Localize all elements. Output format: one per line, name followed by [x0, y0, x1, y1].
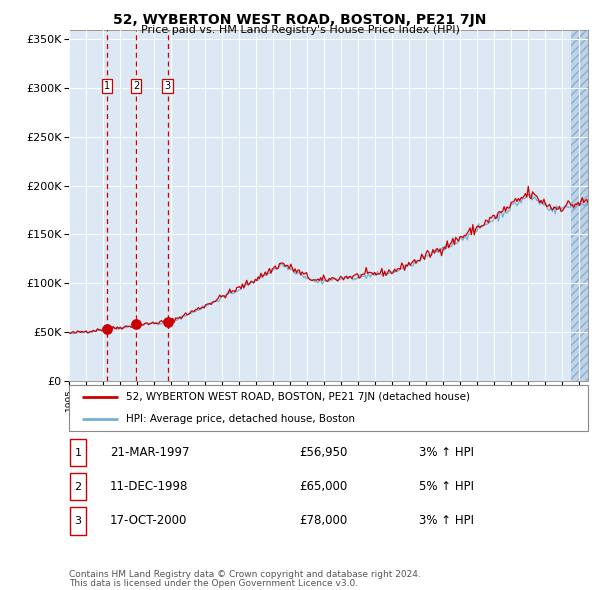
Bar [571, 30, 588, 381]
Text: 1: 1 [104, 81, 110, 91]
Text: £78,000: £78,000 [299, 514, 347, 527]
Text: 3% ↑ HPI: 3% ↑ HPI [419, 514, 473, 527]
Text: HPI: Average price, detached house, Boston: HPI: Average price, detached house, Bost… [126, 414, 355, 424]
Text: 52, WYBERTON WEST ROAD, BOSTON, PE21 7JN (detached house): 52, WYBERTON WEST ROAD, BOSTON, PE21 7JN… [126, 392, 470, 402]
Text: This data is licensed under the Open Government Licence v3.0.: This data is licensed under the Open Gov… [69, 579, 358, 588]
Text: Contains HM Land Registry data © Crown copyright and database right 2024.: Contains HM Land Registry data © Crown c… [69, 571, 421, 579]
Bar [70, 473, 86, 500]
Text: 3% ↑ HPI: 3% ↑ HPI [419, 446, 473, 459]
Bar [70, 507, 86, 535]
Text: 11-DEC-1998: 11-DEC-1998 [110, 480, 188, 493]
Text: Price paid vs. HM Land Registry's House Price Index (HPI): Price paid vs. HM Land Registry's House … [140, 25, 460, 35]
Text: 17-OCT-2000: 17-OCT-2000 [110, 514, 187, 527]
Text: 21-MAR-1997: 21-MAR-1997 [110, 446, 190, 459]
Text: 2: 2 [133, 81, 139, 91]
Point [163, 317, 172, 326]
Text: 2: 2 [74, 482, 82, 491]
Text: £65,000: £65,000 [299, 480, 347, 493]
Point [131, 320, 141, 329]
Text: 1: 1 [74, 448, 82, 457]
Text: £56,950: £56,950 [299, 446, 347, 459]
Text: 5% ↑ HPI: 5% ↑ HPI [419, 480, 473, 493]
Text: 3: 3 [74, 516, 82, 526]
Text: 3: 3 [164, 81, 170, 91]
Bar [70, 439, 86, 466]
Text: 52, WYBERTON WEST ROAD, BOSTON, PE21 7JN: 52, WYBERTON WEST ROAD, BOSTON, PE21 7JN [113, 13, 487, 27]
Bar [571, 30, 588, 381]
Point [102, 324, 112, 334]
